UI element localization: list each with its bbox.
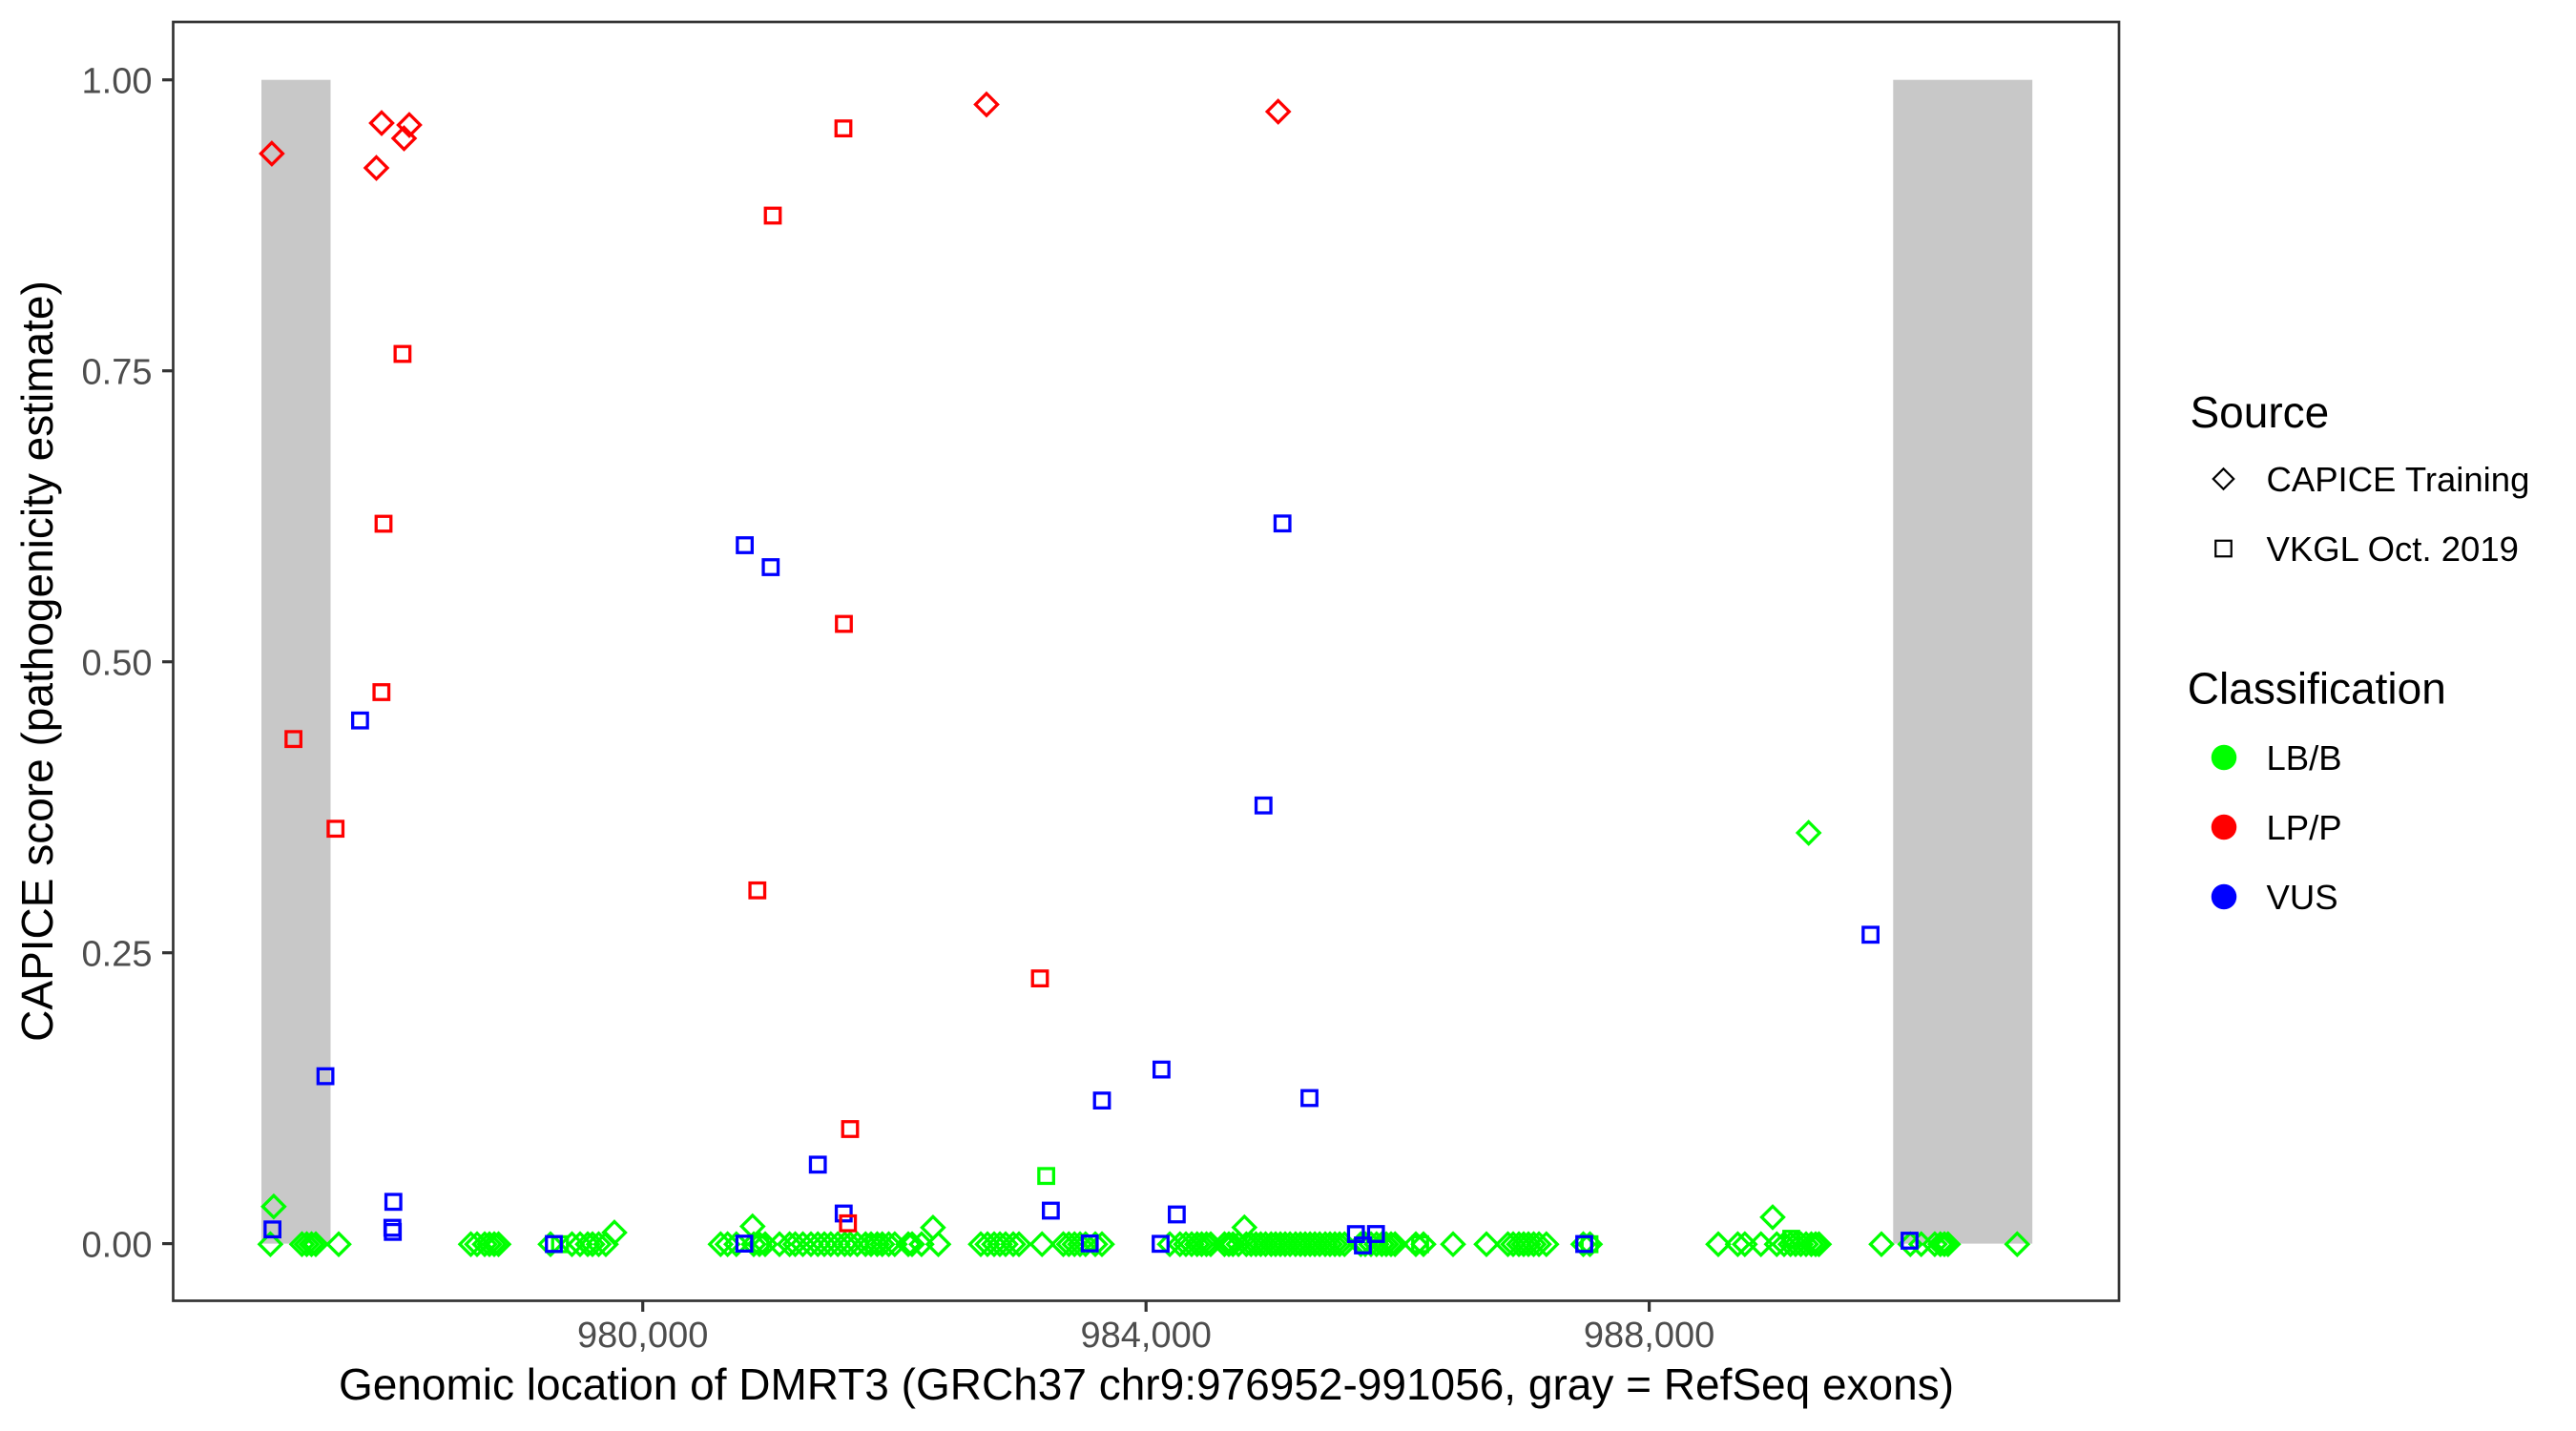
svg-text:1.00: 1.00 [82,62,153,102]
svg-text:LP/P: LP/P [2267,808,2342,847]
svg-text:980,000: 980,000 [577,1316,708,1356]
svg-text:0.00: 0.00 [82,1225,153,1265]
svg-text:0.75: 0.75 [82,353,153,393]
svg-text:Source: Source [2191,387,2330,437]
svg-text:Genomic location of DMRT3 (GRC: Genomic location of DMRT3 (GRCh37 chr9:9… [339,1359,1954,1409]
svg-text:LB/B: LB/B [2267,738,2342,778]
svg-text:VKGL Oct. 2019: VKGL Oct. 2019 [2267,529,2519,569]
svg-text:988,000: 988,000 [1584,1316,1714,1356]
svg-text:CAPICE score (pathogenicity es: CAPICE score (pathogenicity estimate) [12,280,62,1042]
svg-text:CAPICE Training: CAPICE Training [2267,460,2530,499]
svg-text:0.50: 0.50 [82,644,153,684]
svg-text:Classification: Classification [2188,663,2446,713]
svg-text:984,000: 984,000 [1081,1316,1212,1356]
svg-text:VUS: VUS [2267,878,2338,917]
svg-text:0.25: 0.25 [82,935,153,975]
